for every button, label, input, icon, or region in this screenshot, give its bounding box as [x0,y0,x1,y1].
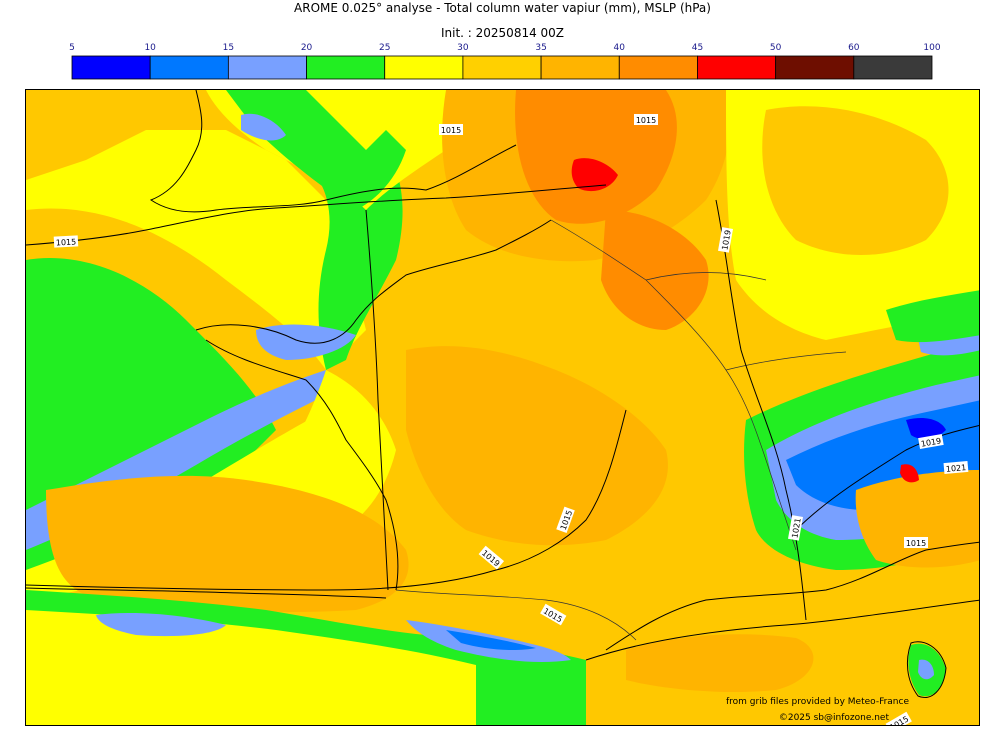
colorbar-tick-label: 35 [535,43,546,53]
coastline-corsica [906,641,947,698]
colorbar-swatch [227,55,307,80]
colorbar-swatch [462,55,542,80]
field-orange-bay [46,475,409,612]
svg-text:1021: 1021 [946,463,967,474]
svg-text:1015: 1015 [441,126,461,135]
colorbar-tick-label: 5 [69,43,75,53]
isobar-central [365,209,389,591]
field-green-england [226,90,406,210]
svg-text:1019: 1019 [720,229,732,251]
field-orange-central [406,346,668,546]
isobar-label: 1015 [885,711,912,726]
field-yellow-spain [26,610,476,725]
isobar-label: 1015 [439,124,463,135]
field-orange-med2 [626,634,814,692]
colorbar-tick-label: 15 [223,43,234,53]
isobar-south [26,409,627,591]
field-green-northeast [886,290,979,343]
map-title: AROME 0.025° analyse - Total column wate… [294,1,711,15]
colorbar-swatch [149,55,229,80]
isobar-label: 1019 [918,434,944,450]
field-deepblue-pyrenees [446,630,536,651]
svg-text:1019: 1019 [920,436,942,448]
isobar-label: 1015 [904,537,928,548]
colorbar-swatch [697,55,777,80]
copyright-credit: ©2025 sb@infozone.net [778,713,889,723]
field-blue-corsica [918,659,934,680]
isobar-west [26,184,607,246]
colorbar-tick-label: 30 [457,43,469,53]
colorbar: 5 10 15 20 25 30 35 40 45 50 60 100 [69,43,941,80]
isobar-label: 1015 [634,114,658,125]
coastline-england [149,90,517,213]
colorbar-swatch [306,55,386,80]
svg-text:1015: 1015 [888,714,910,726]
colorbar-swatch [384,55,464,80]
colorbar-tick-label: 100 [923,43,940,53]
field-red-italy [900,464,919,483]
svg-text:1021: 1021 [790,517,802,539]
colorbar-swatch [71,55,151,80]
colorbar-swatch [540,55,620,80]
field-red-benelux [571,158,618,192]
isobar-label: 1021 [943,460,969,475]
map-subtitle: Init. : 20250814 00Z [440,26,565,40]
field-blue-england [241,113,286,141]
coastline-france-west [205,339,399,591]
isobar-east [715,199,807,621]
colorbar-swatch [853,55,933,80]
colorbar-tick-label: 60 [848,43,860,53]
isobar-label: 1021 [788,515,804,541]
svg-text:1015: 1015 [56,237,77,247]
colorbar-tick-label: 45 [692,43,703,53]
isobar-label: 1019 [718,227,734,253]
isobar-label: 1015 [53,235,79,248]
coastline-france-north [195,219,552,344]
coastline-med [605,541,979,651]
colorbar-tick-label: 50 [770,43,782,53]
colorbar-tick-label: 20 [301,43,313,53]
field-yellow-atlantic [26,130,366,370]
coastline-spain-north [26,587,387,599]
colorbar-tick-label: 40 [614,43,626,53]
field-orange-germany [762,106,949,255]
border-lines [395,219,847,641]
svg-text:1015: 1015 [906,539,926,548]
isobar-med [585,599,979,661]
colorbar-tick-label: 25 [379,43,390,53]
colorbar-tick-label: 10 [144,43,156,53]
field-lightblue-spain [96,613,226,637]
field-deepblue-alps [906,418,946,440]
isobar-alps [795,424,979,531]
source-credit: from grib files provided by Meteo-France [725,697,909,707]
svg-text:1015: 1015 [636,116,656,125]
colorbar-swatch [618,55,698,80]
weather-map[interactable]: 1015 1015 1019 1015 1019 1015 1019 1021 1015 1015… [25,89,980,726]
field-orange-italy [855,470,979,568]
field-darkorange-east [601,210,709,330]
colorbar-swatch [775,55,855,80]
